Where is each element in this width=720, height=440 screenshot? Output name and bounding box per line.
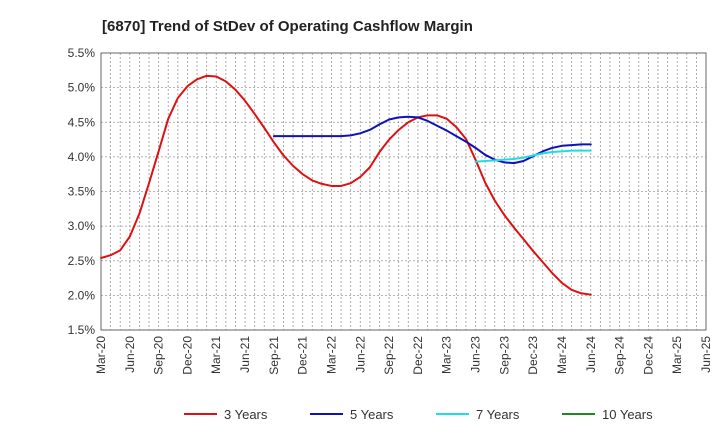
y-tick-label: 1.5%	[68, 323, 96, 337]
legend-label: 5 Years	[350, 407, 394, 422]
y-tick-label: 3.0%	[68, 219, 96, 233]
x-tick-label: Mar-25	[670, 336, 684, 374]
x-tick-label: Mar-22	[324, 336, 338, 374]
grid	[101, 53, 706, 330]
x-tick-label: Dec-24	[641, 336, 655, 375]
series-line-5-years	[272, 115, 592, 165]
legend-label: 10 Years	[602, 407, 653, 422]
y-tick-label: 4.0%	[68, 150, 96, 164]
legend: 3 Years 5 Years 7 Years 10 Years	[184, 407, 653, 422]
y-tick-label: 5.5%	[68, 46, 96, 60]
plot-frame	[100, 52, 707, 331]
x-tick-label: Dec-21	[296, 336, 310, 375]
x-tick-label: Jun-21	[238, 336, 252, 373]
legend-label: 3 Years	[224, 407, 268, 422]
y-tick-label: 4.5%	[68, 115, 96, 129]
x-tick-label: Jun-20	[123, 336, 137, 373]
y-tick-label: 2.0%	[68, 288, 96, 302]
x-tick-label: Sep-23	[497, 336, 511, 375]
x-tick-label: Sep-20	[152, 336, 166, 375]
x-axis-ticks: Mar-20 Jun-20 Sep-20 Dec-20 Mar-21 Jun-21 Sep-…	[94, 336, 713, 375]
legend-label: 7 Years	[476, 407, 520, 422]
y-tick-label: 5.0%	[68, 81, 96, 95]
x-tick-label: Mar-20	[94, 336, 108, 374]
x-tick-label: Dec-23	[526, 336, 540, 375]
x-tick-label: Jun-24	[584, 336, 598, 373]
x-tick-label: Jun-25	[699, 336, 713, 373]
y-tick-label: 2.5%	[68, 254, 96, 268]
x-tick-label: Mar-24	[555, 336, 569, 374]
y-axis-ticks: 1.5% 2.0% 2.5% 3.0% 3.5% 4.0% 4.5% 5.0% 5.5%	[68, 46, 96, 337]
x-tick-label: Mar-23	[440, 336, 454, 374]
x-tick-label: Jun-22	[353, 336, 367, 373]
series-line-3-years	[100, 74, 592, 296]
x-tick-label: Sep-21	[267, 336, 281, 375]
chart-title: [6870] Trend of StDev of Operating Cashf…	[102, 18, 473, 35]
series-lines	[100, 74, 592, 296]
x-tick-label: Jun-23	[469, 336, 483, 373]
x-tick-label: Sep-24	[613, 336, 627, 375]
x-tick-label: Dec-20	[180, 336, 194, 375]
x-tick-label: Dec-22	[411, 336, 425, 375]
x-tick-label: Sep-22	[382, 336, 396, 375]
y-tick-label: 3.5%	[68, 185, 96, 199]
x-tick-label: Mar-21	[209, 336, 223, 374]
series-line-7-years	[474, 149, 592, 163]
